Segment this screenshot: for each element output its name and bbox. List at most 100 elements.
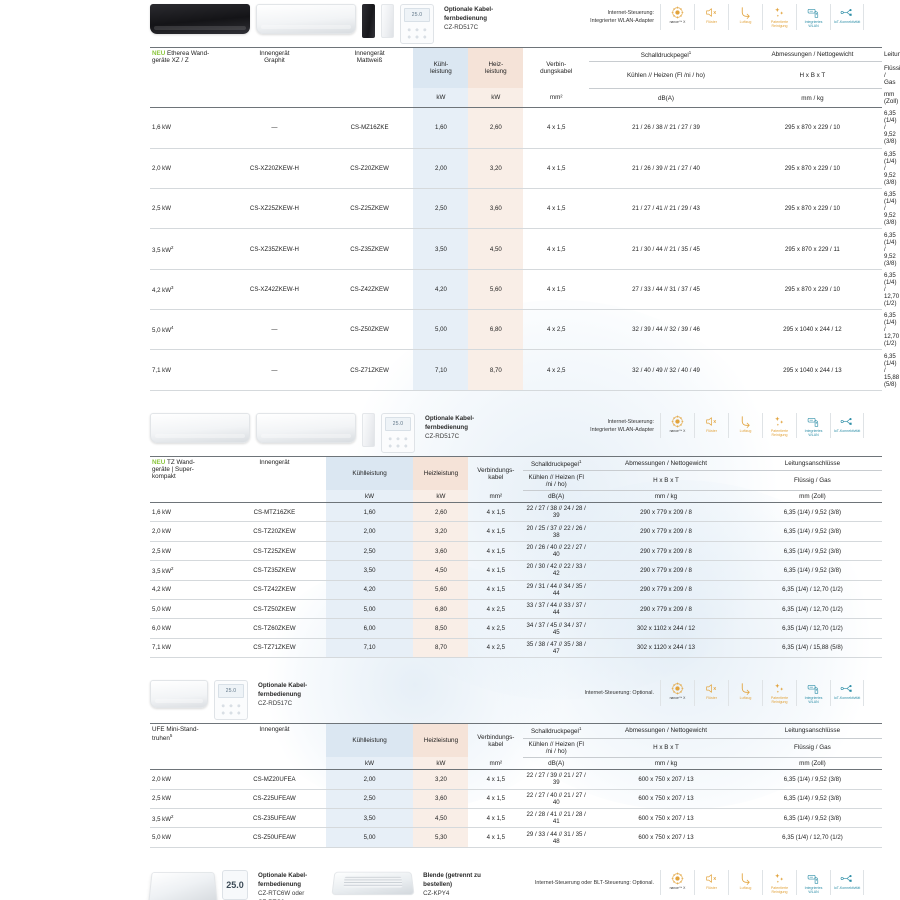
cell-heating-kw: 4,50: [413, 560, 469, 581]
product-photo-strip-secondary: [331, 870, 415, 896]
column-header-sound: Schalldruckpegel1: [589, 47, 743, 63]
column-header-heating: Heiz- leistung: [468, 47, 524, 89]
cell-cable: 4 x 1,5: [523, 188, 590, 230]
remote-caption-title: Optionale Kabel- fernbedienung: [425, 414, 475, 431]
table-row: 2,0 kW CS-XZ20ZKEW-H CS-Z20ZKEW 2,00 3,20 4 x…: [150, 148, 896, 189]
remote-caption-title: Optionale Kabel- fernbedienung: [258, 682, 308, 699]
cell-heating-kw: 3,60: [413, 789, 469, 810]
sparkle-clean-icon-cell: Patentierte Reinigung: [762, 680, 796, 706]
cell-cooling-kw: 1,60: [413, 107, 469, 149]
table-header-units-row: kW kW mm² dB(A) mm / kg mm (Zoll): [150, 490, 882, 503]
cell-capacity: 2,0 kW: [150, 769, 224, 790]
table-row: 1,6 kW CS-MTZ16ZKE 1,60 2,60 4 x 1,5 22 / 27 …: [150, 502, 882, 523]
cell-connections: 6,35 (1/4) / 12,70 (1/2): [742, 618, 882, 639]
section-py3: 25.0 Optionale Kabel- fernbedienung CZ-RTC…: [148, 866, 882, 900]
column-header-indoor-unit: Innengerät Graphit: [259, 50, 290, 64]
cell-cable: 4 x 2,5: [468, 618, 524, 639]
cell-sound: 35 / 38 / 47 // 35 / 38 / 47: [523, 638, 590, 659]
cell-cooling-kw: 2,00: [413, 148, 469, 189]
cell-dimensions: 290 x 779 x 209 / 8: [589, 521, 743, 542]
wired-remote: 25.0: [400, 4, 434, 44]
column-header-indoor-unit-white: Innengerät Mattweiß: [354, 50, 385, 64]
cell-dimensions: 302 x 1120 x 244 / 13: [589, 638, 743, 659]
wlan-adapter-label: Integriertes WLAN: [804, 20, 823, 29]
cell-capacity: 6,0 kW: [150, 618, 224, 639]
airflow-icon-cell: Luftzug: [728, 869, 762, 896]
cell-sound: 22 / 27 / 38 // 24 / 28 / 39: [523, 502, 590, 523]
thermostat-controller: 25.0: [222, 869, 248, 900]
cell-cooling-kw: 6,00: [325, 618, 414, 639]
cell-dimensions: 295 x 870 x 229 / 10: [742, 269, 882, 311]
airflow-label: Luftzug: [739, 696, 752, 701]
wlan-adapter-icon: [807, 6, 821, 19]
unit-dimensions-mmkg: mm / kg: [654, 492, 678, 500]
nanoe-x-icon-cell: nanoe™ X: [660, 412, 694, 439]
sparkle-clean-label: Patentierte Reinigung: [770, 428, 789, 438]
internet-control-note: Internet-Steuerung: Integrierter WLAN-Ad…: [590, 9, 654, 24]
panel-caption-title: Blende (getrennt zu bestellen): [423, 871, 481, 888]
cell-dimensions: 295 x 1040 x 244 / 12: [742, 309, 882, 351]
nanoe-x-icon-cell: nanoe™ X: [660, 4, 694, 30]
product-photo-strip: 25.0: [148, 869, 248, 900]
column-header-cooling: Kühlleistung: [325, 723, 414, 758]
section-gap: [150, 395, 882, 409]
usb-connect-icon-cell: IoT-Konnektivität: [830, 4, 864, 30]
cell-sound: 32 / 39 / 44 // 32 / 39 / 46: [589, 309, 743, 351]
feature-icon-block: Internet-Steuerung oder BLT-Steuerung: O…: [535, 869, 864, 896]
cell-model-mattweiss: CS-Z35ZKEW: [325, 228, 414, 270]
cell-model: CS-Z25UFEAW: [223, 789, 326, 810]
nanoe-x-label: nanoe™ X: [669, 696, 686, 701]
cell-heating-kw: 2,60: [413, 502, 469, 523]
cell-model: CS-MTZ16ZKE: [223, 502, 326, 523]
wlan-adapter-label: Integriertes WLAN: [804, 428, 823, 438]
feature-icon-row: nanoe™ X Flüster Luftzug Patentierte Reinig…: [660, 412, 864, 439]
feature-icon-block: Internet-Steuerung: Integrierter WLAN-Ad…: [590, 4, 864, 30]
cell-cooling-kw: 5,00: [325, 599, 414, 620]
cell-model-mattweiss: CS-Z20ZKEW: [325, 148, 414, 189]
feature-icon-row: nanoe™ X Flüster Luftzug Patentierte Reinig…: [660, 680, 864, 706]
wlan-adapter-icon: [807, 872, 821, 885]
cell-model-mattweiss: CS-Z25ZKEW: [325, 188, 414, 230]
cell-dimensions: 295 x 1040 x 244 / 13: [742, 349, 882, 391]
table-section-title: NEU Etherea Wand- geräte XZ / Z: [150, 48, 223, 108]
wlan-adapter-icon-cell: Integriertes WLAN: [796, 4, 830, 30]
capacity-footnote-ref: 2: [170, 244, 174, 250]
section-title-text: Etherea Wand- geräte XZ / Z: [152, 50, 210, 64]
cell-model: CS-TZ35ZKEW: [223, 560, 326, 581]
sound-footnote-ref: 1: [578, 726, 582, 732]
cell-dimensions: 290 x 779 x 209 / 8: [589, 541, 743, 562]
airflow-icon-cell: Luftzug: [728, 4, 762, 30]
remote-caption-code: CZ-RD517C: [444, 23, 479, 31]
cell-connections: 6,35 (1/4) / 9,52 (3/8): [742, 541, 882, 562]
feature-icon-block: Internet-Steuerung: Optional. nanoe™ X Flü…: [584, 680, 864, 706]
airflow-icon: [739, 872, 752, 885]
cell-cable: 4 x 1,5: [468, 521, 524, 542]
cell-heating-kw: 3,20: [413, 769, 469, 790]
usb-connect-label: IoT-Konnektivität: [833, 20, 861, 24]
cell-capacity: 5,0 kW: [150, 827, 224, 848]
sparkle-clean-icon-cell: Patentierte Reinigung: [762, 869, 796, 896]
cell-heating-kw: 3,60: [413, 541, 469, 562]
cell-sound: 20 / 25 / 37 // 22 / 26 / 38: [523, 521, 590, 542]
sparkle-clean-icon: [773, 872, 786, 885]
section-visual-etherea: 25.0 Optionale Kabel- fernbedienung CZ-RD5…: [150, 0, 882, 44]
cell-model-graphit: —: [223, 107, 326, 149]
capacity-footnote-ref: 2: [170, 813, 174, 819]
unit-dimensions-mmkg: mm / kg: [654, 760, 678, 768]
wlan-adapter-icon: [807, 415, 821, 428]
column-header-indoor-unit: Innengerät: [259, 458, 290, 466]
wired-remote: 25.0: [381, 412, 415, 453]
cell-capacity: 2,0 kW: [150, 148, 224, 189]
cell-heating-kw: 2,60: [468, 107, 524, 149]
usb-connect-icon-cell: IoT-Konnektivität: [830, 680, 864, 706]
cell-sound: 29 / 33 / 44 // 31 / 35 / 48: [523, 827, 590, 848]
slim-unit-light: [381, 4, 394, 38]
spec-table-tz: NEU TZ Wand- geräte | Super- kompakt Inne…: [150, 456, 882, 659]
remote-screen-value: 25.0: [385, 416, 411, 431]
product-photo-strip: 25.0: [150, 4, 434, 44]
airflow-icon: [739, 682, 752, 695]
